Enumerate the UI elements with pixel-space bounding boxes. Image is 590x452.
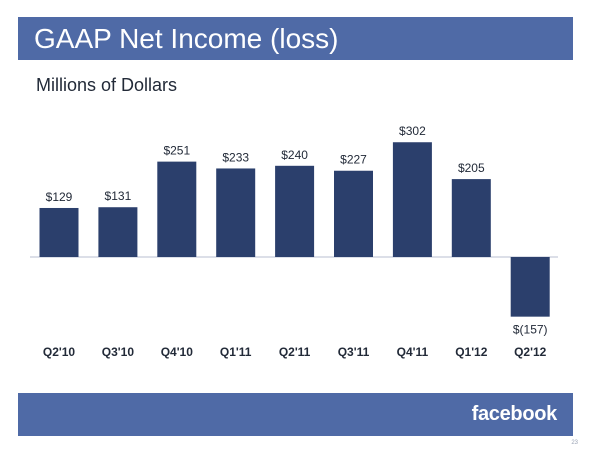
data-label: $129 (46, 190, 73, 204)
data-label: $233 (222, 150, 249, 164)
data-label: $251 (163, 144, 190, 158)
data-label: $302 (399, 124, 426, 138)
bar (334, 170, 373, 257)
page-number: 23 (571, 440, 578, 446)
bar-chart: $129 Q2'10 $131 Q3'10 $251 Q4'10 $233 Q1'11 $240… (30, 124, 558, 359)
bar (392, 142, 432, 257)
bar (98, 207, 138, 257)
x-tick-label: Q4'10 (161, 345, 194, 359)
title-band: GAAP Net Income (loss) (18, 17, 573, 60)
data-label: $131 (105, 189, 132, 203)
bar (451, 179, 491, 257)
data-label: $(157) (513, 323, 548, 337)
bar (216, 168, 256, 257)
bar (157, 161, 197, 257)
x-tick-label: Q2'10 (43, 345, 76, 359)
data-label: $240 (281, 148, 308, 162)
bar (275, 165, 315, 257)
footer-band: facebook (18, 393, 573, 436)
x-tick-label: Q1'11 (220, 345, 252, 359)
x-tick-label: Q2'12 (514, 345, 547, 359)
x-tick-label: Q3'11 (338, 345, 370, 359)
facebook-logo: facebook (471, 403, 558, 425)
data-label: $205 (458, 161, 485, 175)
x-tick-label: Q4'11 (397, 345, 429, 359)
bar (39, 207, 79, 257)
x-tick-label: Q3'10 (102, 345, 135, 359)
page-title: GAAP Net Income (loss) (34, 23, 339, 54)
x-tick-label: Q2'11 (279, 345, 311, 359)
data-label: $227 (340, 153, 367, 167)
x-tick-label: Q1'12 (455, 345, 488, 359)
chart-subtitle: Millions of Dollars (36, 75, 178, 95)
bar (510, 257, 550, 317)
